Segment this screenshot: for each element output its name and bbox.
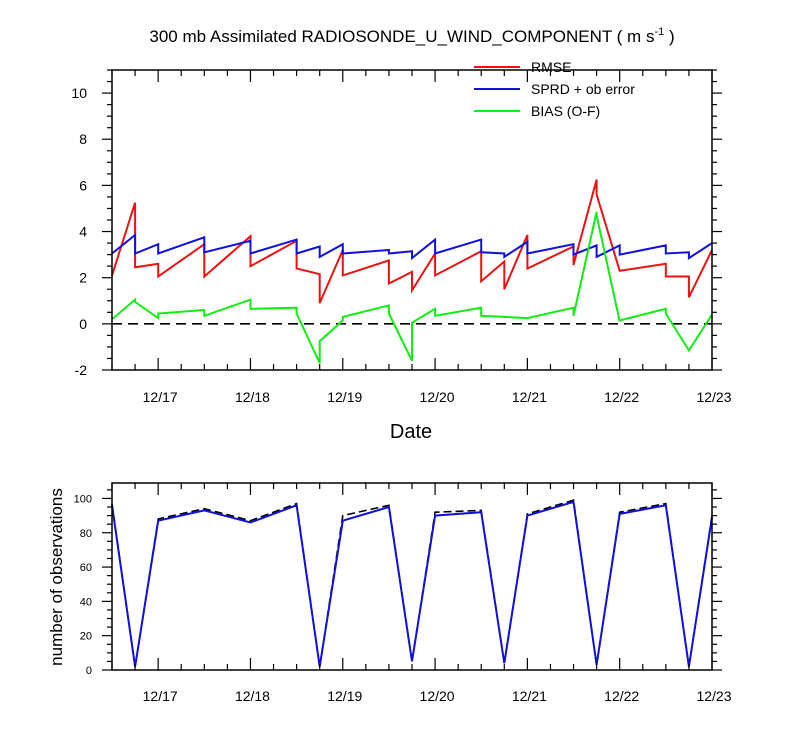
y-tick-label: 80 — [80, 528, 92, 540]
bottom-series-lines — [111, 499, 713, 667]
bottom-y-tick-labels: 0 20 40 60 80 100 — [74, 493, 92, 677]
title-end: ) — [664, 27, 674, 46]
y-tick-label: 6 — [79, 177, 87, 193]
y-tick-label: -2 — [75, 362, 88, 378]
y-tick-label: 8 — [79, 131, 87, 147]
x-tick-label: 12/22 — [604, 688, 639, 704]
y-tick-label: 20 — [80, 631, 92, 643]
y-tick-label: 2 — [79, 270, 87, 286]
top-x-tick-labels: 12/17 12/18 12/19 12/20 12/21 12/22 12/23 — [143, 389, 732, 405]
y-tick-label: 60 — [80, 562, 92, 574]
y-tick-label: 0 — [79, 316, 87, 332]
title-superscript: -1 — [654, 26, 664, 38]
bottom-axis-ticks — [102, 483, 722, 671]
y-tick-label: 0 — [86, 665, 92, 677]
x-tick-label: 12/17 — [143, 688, 178, 704]
series-line-sprd-ob-error — [111, 232, 713, 261]
top-y-tick-labels: -2 0 2 4 6 8 10 — [71, 85, 87, 378]
series-line-bias-o-f — [111, 211, 713, 364]
y-tick-label: 4 — [79, 224, 87, 240]
y-tick-label: 100 — [74, 493, 92, 505]
series-line-rmse — [111, 179, 713, 304]
x-axis-label: Date — [390, 421, 432, 443]
bottom-x-tick-labels: 12/17 12/18 12/19 12/20 12/21 12/22 12/23 — [143, 688, 732, 704]
obs-line-used — [111, 500, 713, 667]
x-tick-label: 12/18 — [235, 389, 270, 405]
y-tick-label: 40 — [80, 596, 92, 608]
x-tick-label: 12/23 — [696, 389, 731, 405]
legend: RMSE SPRD + ob error BIAS (O-F) — [474, 59, 635, 119]
x-tick-label: 12/23 — [696, 688, 731, 704]
x-tick-label: 12/21 — [512, 688, 547, 704]
x-tick-label: 12/19 — [327, 389, 362, 405]
top-plot-area — [111, 179, 713, 364]
legend-label: BIAS (O-F) — [531, 103, 600, 119]
y-axis-label: number of observations — [47, 488, 66, 666]
y-tick-label: 10 — [71, 85, 87, 101]
chart-title: 300 mb Assimilated RADIOSONDE_U_WIND_COM… — [149, 26, 674, 46]
x-tick-label: 12/19 — [327, 688, 362, 704]
x-tick-label: 12/20 — [420, 389, 455, 405]
top-axis-ticks — [102, 69, 722, 371]
legend-label: RMSE — [531, 59, 571, 75]
x-tick-label: 12/20 — [420, 688, 455, 704]
x-tick-label: 12/21 — [512, 389, 547, 405]
x-tick-label: 12/17 — [143, 389, 178, 405]
legend-label: SPRD + ob error — [531, 81, 635, 97]
obs-line-possible — [111, 499, 713, 667]
top-series-lines — [111, 179, 713, 364]
title-text: 300 mb Assimilated RADIOSONDE_U_WIND_COM… — [149, 27, 654, 46]
x-tick-label: 12/18 — [235, 688, 270, 704]
x-tick-label: 12/22 — [604, 389, 639, 405]
